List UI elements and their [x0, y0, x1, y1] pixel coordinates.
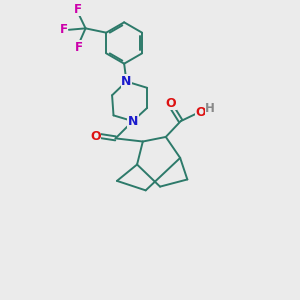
Text: O: O: [90, 130, 101, 142]
Text: F: F: [74, 3, 83, 16]
Text: H: H: [205, 102, 215, 115]
Text: N: N: [121, 75, 132, 88]
Text: F: F: [60, 23, 68, 36]
Text: N: N: [128, 115, 138, 128]
Text: O: O: [196, 106, 206, 119]
Text: F: F: [75, 40, 83, 53]
Text: N: N: [121, 75, 132, 88]
Text: O: O: [165, 97, 176, 110]
